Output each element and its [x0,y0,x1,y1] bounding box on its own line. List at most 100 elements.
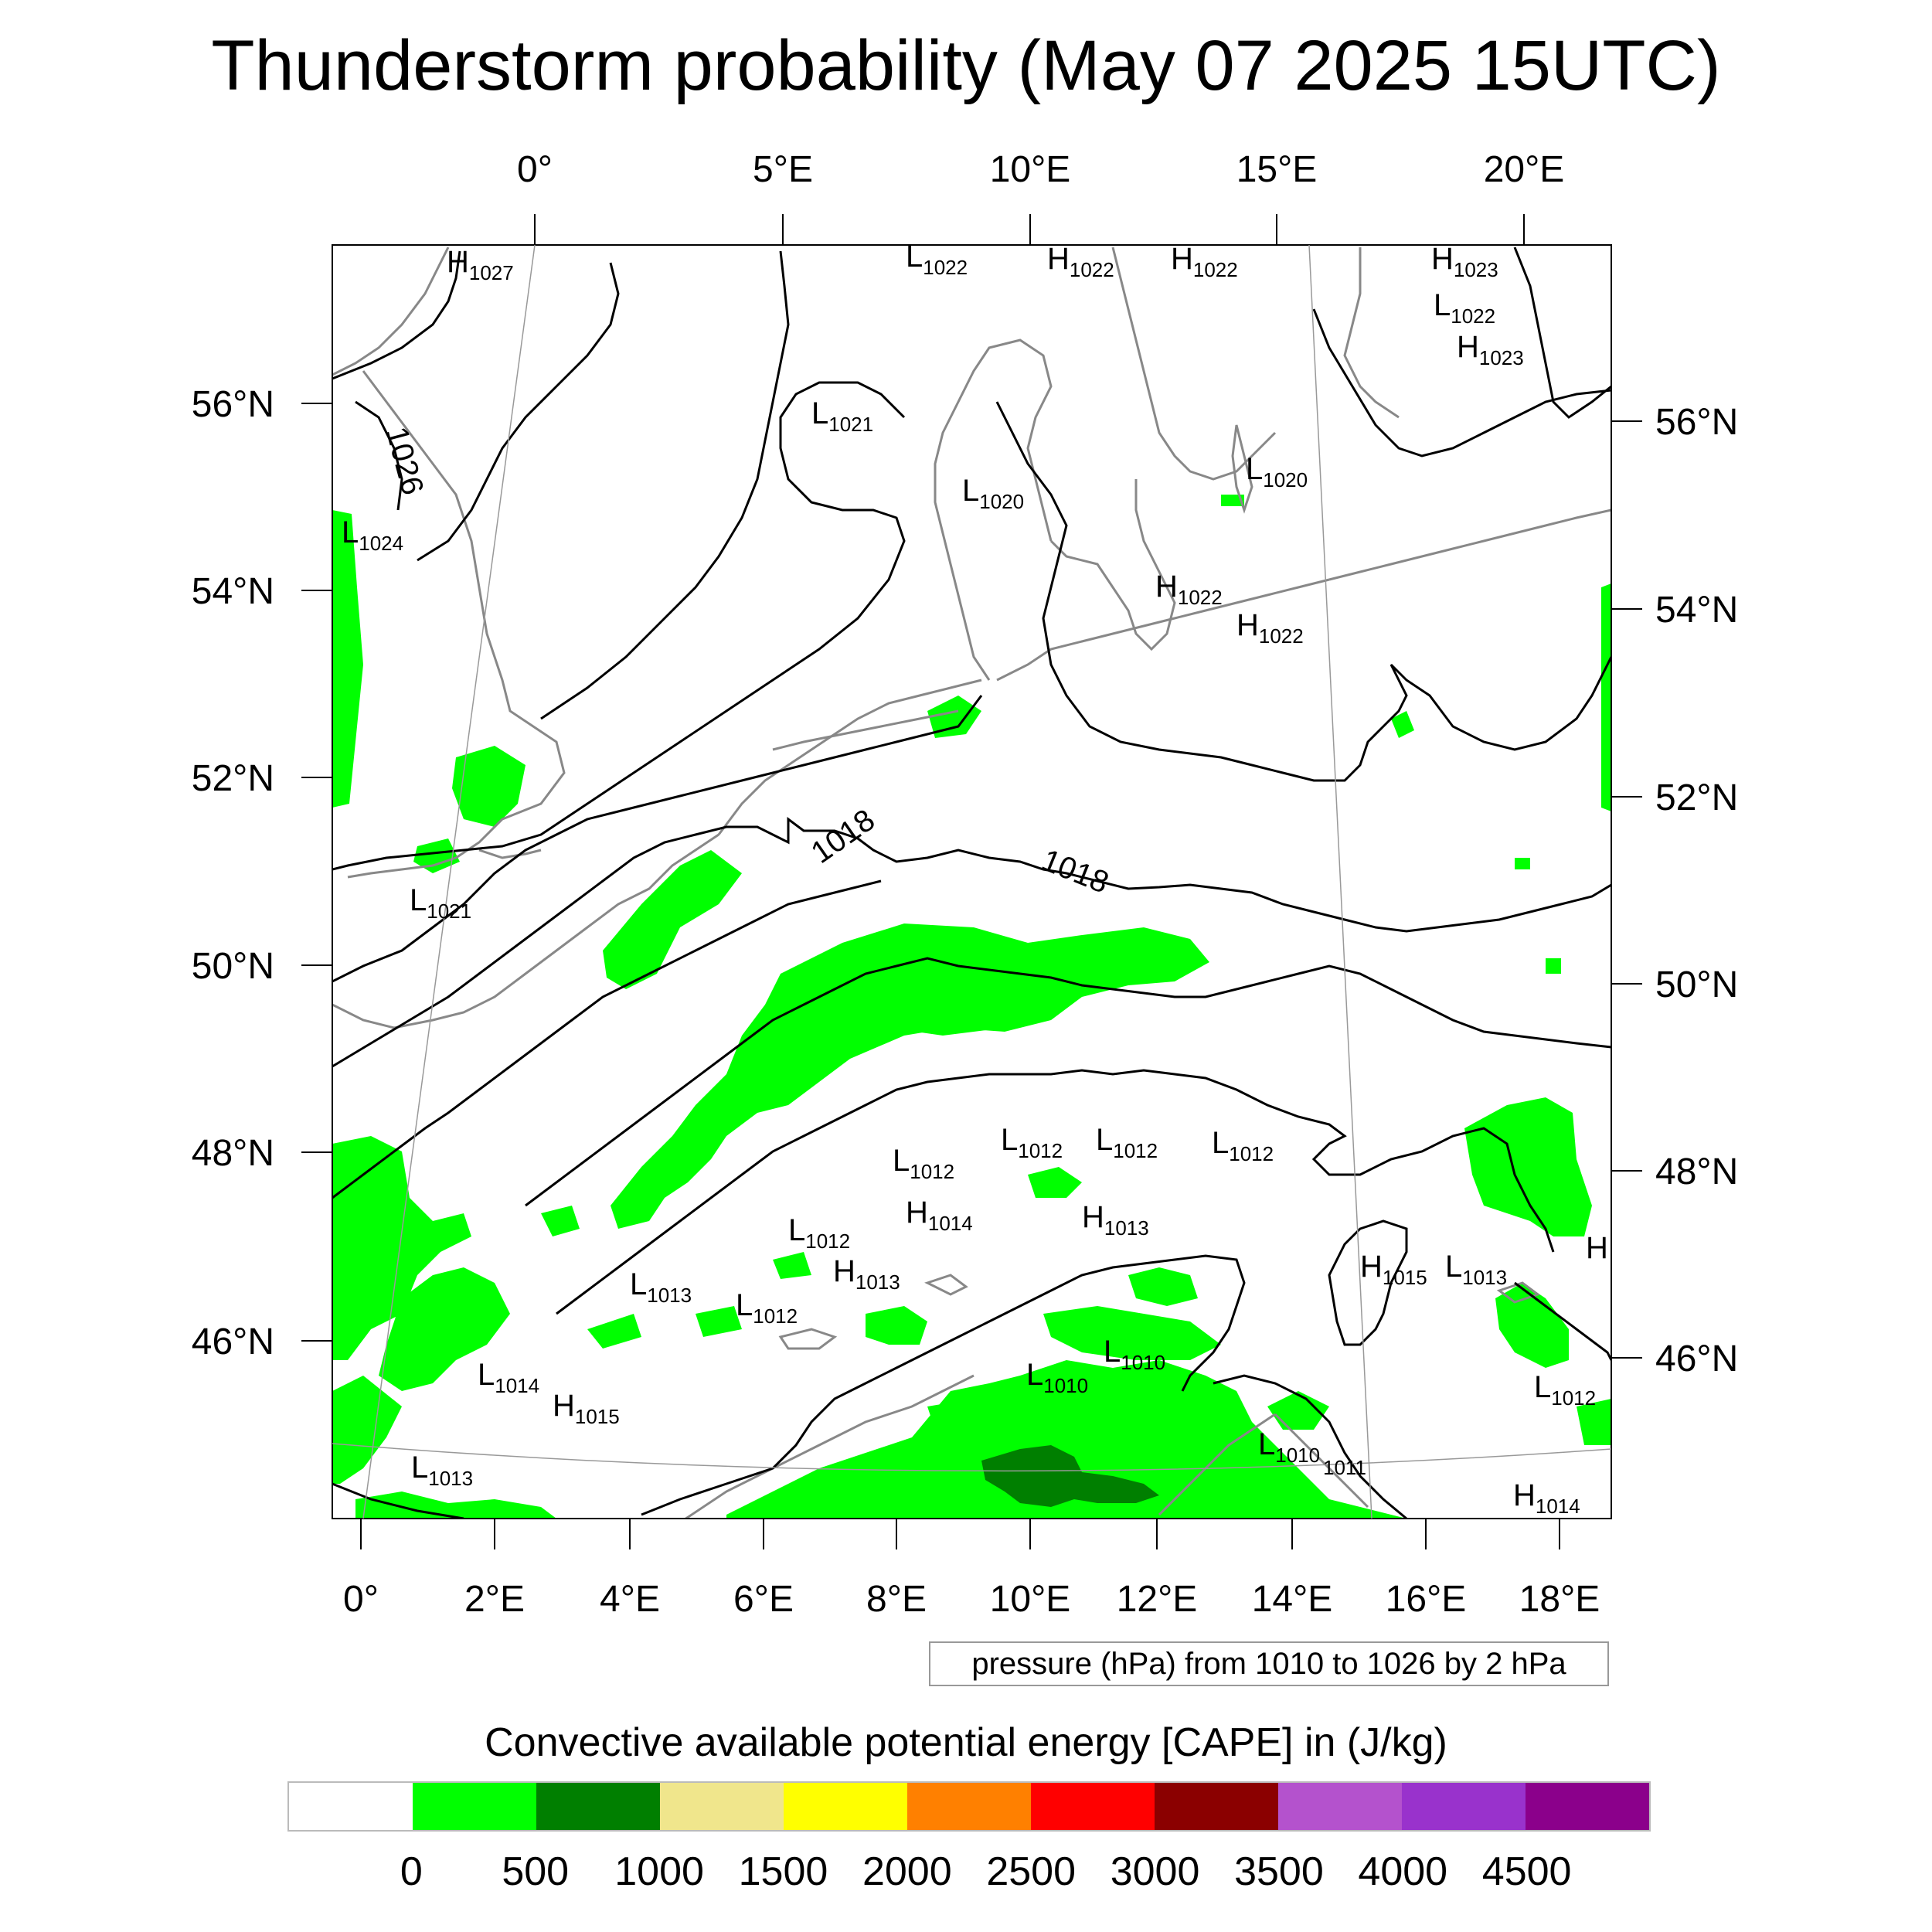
bottom-lon-label: 16°E [1386,1579,1467,1620]
pressure-center: L1024 [342,515,403,555]
pressure-center: L1022 [906,240,968,279]
cape-area-po-valley [726,1360,1406,1519]
cape-area-500-1000 [981,1445,1159,1507]
pressure-center: L1010 [1026,1358,1088,1397]
isobar-east-edge [1513,247,1611,419]
colorbar [287,1781,1651,1832]
cape-area-west-coast [332,510,363,808]
coast-poland [1328,509,1611,581]
coast-lake-constance [924,1274,968,1296]
colorbar-label: 4000 [1358,1849,1448,1894]
pressure-center: H1022 [1236,608,1304,648]
graticule [332,244,1612,1519]
bottom-lon-label: 18°E [1519,1579,1600,1620]
top-lon-label: 15°E [1236,149,1318,190]
pressure-center: L1021 [811,396,873,436]
colorbar-segment [1278,1783,1402,1830]
isobar-1026 [355,400,403,511]
isobar-central-europe [332,879,882,1199]
colorbar-segment [1155,1783,1278,1830]
pressure-center: L1010 [1258,1427,1320,1467]
isobars [332,247,1611,1519]
pressure-center: L1020 [962,474,1024,513]
pressure-center: L1013 [1445,1250,1507,1289]
pressure-legend: pressure (hPa) from 1010 to 1026 by 2 hP… [929,1641,1609,1686]
pressure-centers: H1027 L1022 H1022 H1022 H1023 L1022 H102… [342,240,1608,1518]
cape-area-alps-east [1128,1267,1198,1306]
pressure-center: L1012 [736,1288,798,1328]
meridian-15e [1308,244,1372,1519]
coast-balaton [1496,1281,1541,1304]
top-lon-label: 0° [517,149,553,190]
isobar-south-germany [525,957,1611,1207]
bottom-lon-labels: 0° 2°E 4°E 6°E 8°E 10°E 12°E 14°E 16°E 1… [343,1579,1600,1620]
cape-area-main-band [611,923,1209,1229]
pressure-center: H1022 [1047,242,1114,281]
coast-adriatic [1158,1413,1276,1516]
cape-area-slovakia [1464,1097,1592,1236]
colorbar-segment [1526,1783,1649,1830]
left-lat-label: 46°N [192,1321,274,1362]
coast-baltic-states [1343,247,1400,419]
right-lat-label: 50°N [1655,964,1738,1005]
pressure-center: L1013 [411,1451,473,1490]
colorbar-segment [413,1783,536,1830]
top-lon-label: 5°E [753,149,813,190]
pressure-center: H1014 [906,1196,973,1235]
right-lat-label: 48°N [1655,1151,1738,1192]
colorbar-label: 500 [502,1849,570,1894]
isobar-adriatic [1213,1374,1407,1519]
cape-area-bavaria [1028,1167,1082,1198]
pressure-center: H1022 [1155,570,1223,609]
pressure-center: H1023 [1431,242,1498,281]
cape-area-east-edge [1601,583,1611,811]
colorbar-label: 3500 [1234,1849,1324,1894]
isobar-scandinavia [1312,308,1611,457]
cape-area-patch-5 [1546,958,1561,974]
cape-area-south-coast [355,1492,556,1519]
contour-label-1018: 1018 [805,803,881,870]
pressure-center: H1023 [1457,330,1524,369]
colorbar-label: 3000 [1110,1849,1200,1894]
cape-area-england-s [413,838,460,873]
cape-area-england [452,746,526,827]
coast-jutland [934,338,1053,681]
left-lat-label: 54°N [192,571,274,612]
isobar-north-sea [540,250,790,720]
cape-area-alps-south [1043,1306,1221,1360]
colorbar-segment [1402,1783,1526,1830]
parallel-45n [332,1443,1612,1472]
edge-marker: H [1586,1231,1608,1265]
map-frame [332,244,1612,1519]
bottom-lon-label: 4°E [600,1579,660,1620]
isobar-1018 [332,817,1611,1068]
right-lat-label: 52°N [1655,777,1738,818]
colorbar-label: 1000 [614,1849,704,1894]
coastlines [332,247,1611,1519]
coast-lake-geneva [778,1328,838,1350]
cape-area-hungary [1495,1283,1569,1368]
pressure-center: L1012 [1001,1123,1063,1162]
left-lat-label: 52°N [192,758,274,799]
chart-title: Thunderstorm probability (May 07 2025 15… [211,26,1721,105]
left-lat-label: 56°N [192,384,274,425]
pressure-center: H1015 [553,1389,620,1428]
colorbar-label: 0 [400,1849,423,1894]
pressure-center: H1013 [833,1254,900,1294]
pressure-center: H1013 [1082,1200,1149,1240]
left-lat-label: 50°N [192,946,274,987]
pressure-center: L1012 [893,1144,954,1183]
meridian-0 [362,244,536,1519]
cape-area-patch-3 [1221,495,1244,506]
bottom-lon-label: 10°E [990,1579,1071,1620]
cape-area-patch-2 [1391,711,1414,738]
isobar-uk-high [332,250,620,562]
bottom-lon-label: 6°E [733,1579,794,1620]
pressure-center: L1020 [1246,452,1308,492]
coast-italy-north [683,1374,975,1519]
contour-label-1018: 1018 [1037,843,1114,900]
cape-area-patch-1 [927,696,981,738]
cape-area-main-band-2 [873,989,1043,1036]
isobar-po-valley [641,1254,1246,1516]
